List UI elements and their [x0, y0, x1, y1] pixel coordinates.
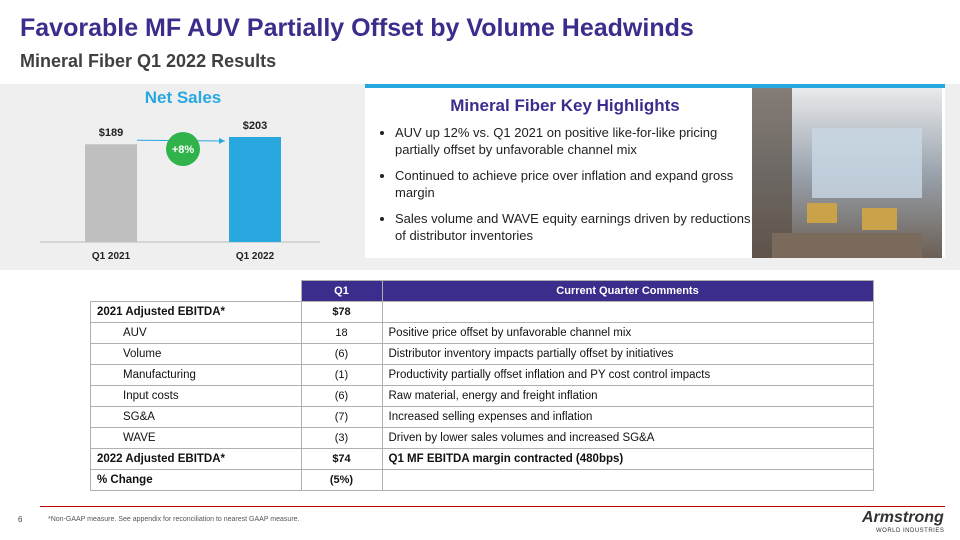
table-cell [381, 469, 874, 491]
highlights-title: Mineral Fiber Key Highlights [450, 96, 680, 115]
table-row: % Change (5%) [90, 469, 874, 491]
header-cell: Q1 [300, 280, 383, 302]
footer-rule [40, 506, 945, 507]
table-row: Volume (6) Distributor inventory impacts p… [90, 343, 874, 365]
table-cell: $78 [300, 301, 383, 323]
table-cell: (7) [300, 406, 383, 428]
table-cell: (5%) [300, 469, 383, 491]
table-cell: (6) [300, 385, 383, 407]
highlight: AUV up 12% vs. Q1 2021 on positive like-… [395, 124, 755, 158]
table-cell: 2021 Adjusted EBITDA* [90, 301, 302, 323]
logo: Armstrong [862, 509, 944, 526]
table-cell: Distributor inventory impacts partially … [381, 343, 874, 365]
value-label: $189 [99, 127, 123, 139]
subtitle: Mineral Fiber Q1 2022 Results [20, 51, 277, 71]
chart-title: Net Sales [145, 88, 222, 107]
table-cell: Positive price offset by unfavorable cha… [381, 322, 874, 344]
table-row: 2022 Adjusted EBITDA* $74 Q1 MF EBITDA mar… [90, 448, 874, 470]
header-row: Q1 Current Quarter Comments [90, 280, 874, 302]
x-tick-label: Q1 2021 [92, 251, 131, 262]
page-number: 6 [18, 515, 23, 524]
table-cell: WAVE [90, 427, 302, 449]
logo-sub: WORLD INDUSTRIES [876, 528, 945, 534]
table-cell: Manufacturing [90, 364, 302, 386]
highlights-list: AUV up 12% vs. Q1 2021 on positive like-… [377, 124, 755, 253]
table-cell: Q1 MF EBITDA margin contracted (480bps) [381, 448, 874, 470]
title: Favorable MF AUV Partially Offset by Vol… [20, 14, 694, 42]
table-cell: 18 [300, 322, 383, 344]
footnote: *Non-GAAP measure. See appendix for reco… [48, 516, 300, 523]
bar [229, 137, 281, 242]
table-cell [381, 301, 874, 323]
header-cell: Current Quarter Comments [381, 280, 874, 302]
table-cell: Input costs [90, 385, 302, 407]
bar [85, 144, 137, 242]
table-row: Manufacturing (1) Productivity partially o… [90, 364, 874, 386]
value-label: $203 [243, 120, 267, 132]
table-cell: 2022 Adjusted EBITDA* [90, 448, 302, 470]
annotation: +8% [172, 144, 195, 156]
table-cell: (1) [300, 364, 383, 386]
table: Q1 Current Quarter Comments 2021 Adjusted … [90, 280, 874, 491]
table-cell: Productivity partially offset inflation … [381, 364, 874, 386]
table-row: WAVE (3) Driven by lower sales volumes and… [90, 427, 874, 449]
x-tick-label: Q1 2022 [236, 251, 275, 262]
table-cell: AUV [90, 322, 302, 344]
table-row: 2021 Adjusted EBITDA* $78 [90, 301, 874, 323]
table-cell: Increased selling expenses and inflation [381, 406, 874, 428]
table-cell: $74 [300, 448, 383, 470]
table-cell: SG&A [90, 406, 302, 428]
photo [752, 88, 942, 258]
table-cell: Volume [90, 343, 302, 365]
table-row: AUV 18 Positive price offset by unfavorabl… [90, 322, 874, 344]
table-row: Input costs (6) Raw material, energy and f… [90, 385, 874, 407]
highlight: Continued to achieve price over inflatio… [395, 167, 755, 201]
table-cell: Raw material, energy and freight inflati… [381, 385, 874, 407]
table-cell: % Change [90, 469, 302, 491]
table-cell: (6) [300, 343, 383, 365]
chart: Net Sales $189 Q1 2021 $203 Q1 2022 +8% [40, 88, 320, 262]
table-cell: Driven by lower sales volumes and increa… [381, 427, 874, 449]
header-cell [90, 280, 301, 302]
table-row: SG&A (7) Increased selling expenses and in… [90, 406, 874, 428]
annotation-badge [166, 132, 200, 166]
highlight: Sales volume and WAVE equity earnings dr… [395, 210, 755, 244]
table-cell: (3) [300, 427, 383, 449]
